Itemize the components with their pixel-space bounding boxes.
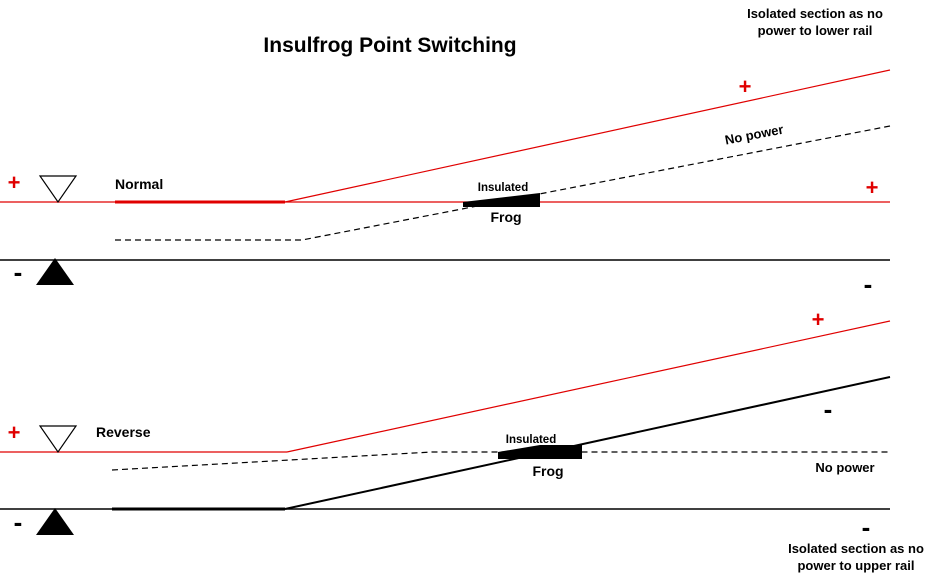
reverse-minus-right-lower: -: [862, 512, 871, 542]
reverse-positive-feed-icon: [38, 425, 78, 454]
normal-minus-left: -: [14, 257, 23, 287]
normal-no-power-label: No power: [724, 122, 785, 148]
diagram-title: Insulfrog Point Switching: [263, 34, 516, 57]
reverse-no-power-rail: [111, 451, 890, 471]
normal-isolated-note-line2: power to lower rail: [758, 23, 873, 38]
reverse-plus-left: +: [8, 420, 21, 445]
reverse-no-power-label: No power: [815, 460, 874, 475]
normal-section: + + + - - Normal Insulated Frog No power…: [0, 6, 891, 299]
reverse-label: Reverse: [96, 424, 151, 440]
normal-plus-top-right: +: [739, 74, 752, 99]
normal-insulated-label: Insulated: [478, 182, 528, 194]
normal-positive-feed-icon: [38, 175, 78, 204]
normal-diverging-rail: [284, 69, 891, 203]
reverse-isolated-note-line1: Isolated section as no: [788, 541, 924, 556]
reverse-negative-feed-icon: [36, 508, 74, 535]
normal-no-power-rail: [115, 125, 891, 241]
normal-plus-right: +: [866, 175, 879, 200]
reverse-insulated-label: Insulated: [506, 434, 556, 446]
reverse-minus-left: -: [14, 507, 23, 537]
normal-minus-right: -: [864, 269, 873, 299]
normal-isolated-note-line1: Isolated section as no: [747, 6, 883, 21]
reverse-frog-label: Frog: [532, 463, 563, 479]
reverse-plus-top-right: +: [812, 307, 825, 332]
reverse-minus-right-upper: -: [824, 394, 833, 424]
normal-frog-label: Frog: [490, 209, 521, 225]
normal-label: Normal: [115, 176, 163, 192]
normal-negative-feed-icon: [36, 258, 74, 285]
reverse-section: + + - - - Reverse Insulated Frog No powe…: [0, 307, 924, 573]
reverse-frog-insulator: [498, 445, 582, 459]
reverse-isolated-note-line2: power to upper rail: [797, 558, 914, 573]
reverse-diverging-rail: [286, 320, 891, 453]
normal-frog-insulator: [463, 193, 540, 207]
normal-plus-left: +: [8, 170, 21, 195]
reverse-diverging-negative-rail: [284, 376, 891, 510]
